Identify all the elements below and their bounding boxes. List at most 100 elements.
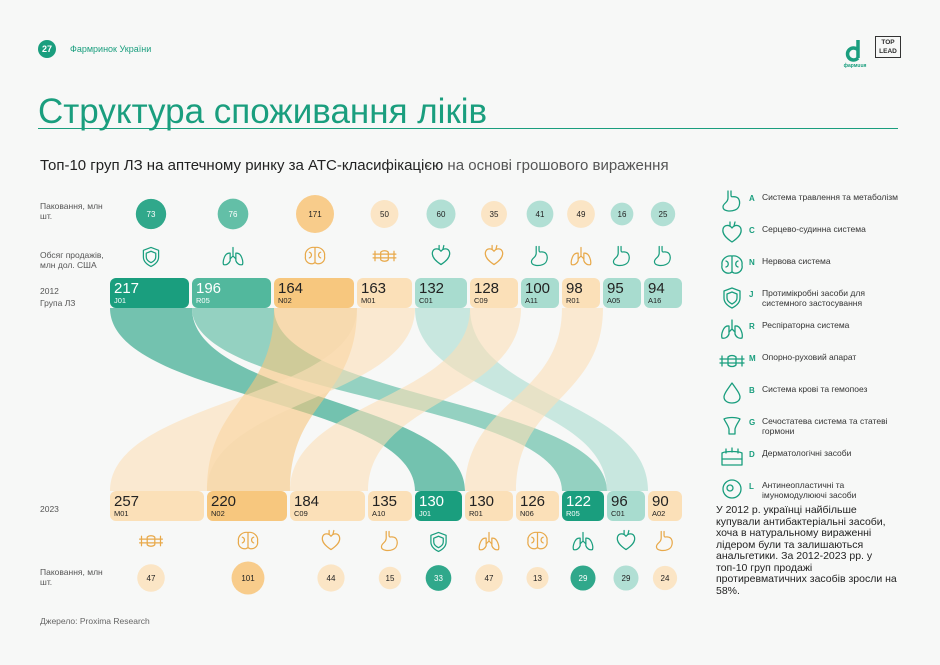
sales-value: 132	[419, 280, 444, 297]
heart-icon	[321, 529, 341, 551]
cell-icon	[722, 479, 742, 499]
brain-icon	[721, 255, 743, 274]
box-bg	[521, 278, 559, 308]
subtitle-rest: на основі грошового вираження	[443, 157, 669, 174]
partner-logo: TOP LEAD	[875, 36, 901, 58]
sales-value: 126	[520, 493, 545, 510]
y2023-packs-value: 13	[533, 574, 542, 583]
box-bg	[603, 278, 641, 308]
y2012-packs-value: 35	[490, 210, 499, 219]
legend-text: Антинеопластичні та імуномодулюючі засоб…	[762, 480, 857, 500]
y2023-packs-value: 29	[579, 574, 588, 583]
page-title: Структура споживання ліків	[38, 92, 488, 131]
box-bg	[470, 278, 518, 308]
box-bg	[207, 491, 287, 521]
y2023-packs-value: 33	[434, 574, 443, 583]
sales-value: 94	[648, 280, 665, 297]
y2012-packs-bubble	[135, 198, 167, 230]
brand-name: фармuuя	[843, 63, 867, 69]
flow-ribbons	[110, 308, 648, 491]
label-sales: Обсяг продажів, млн дол. США	[40, 250, 104, 270]
legend-text: Опорно-руховий апарат	[762, 352, 857, 362]
y2023-packs-bubble	[652, 565, 678, 591]
y2023-packs-bubble	[475, 564, 503, 592]
legend-item-B: B Система крові та гемопоез	[718, 379, 908, 409]
sales-value: 130	[469, 493, 494, 510]
legend-item-A: A Система травлення та метаболізм	[718, 187, 908, 217]
subtitle-bold: Топ-10 груп ЛЗ на аптечному ринку за АТС…	[40, 157, 444, 174]
box-bg	[562, 491, 604, 521]
y2012-packs-value: 171	[308, 210, 322, 219]
label-year-2023: 2023	[40, 504, 59, 514]
y2012-packs-value: 76	[229, 210, 238, 219]
lungs-icon	[570, 246, 592, 266]
y2023-packs-bubble	[378, 566, 402, 590]
group-code: A10	[372, 509, 385, 518]
lungs-icon	[721, 319, 743, 339]
y2012-packs-bubble	[567, 200, 595, 228]
bone-icon	[138, 535, 164, 547]
heart-icon	[484, 244, 504, 266]
shield-icon	[723, 287, 741, 309]
y2012-packs-bubble	[426, 199, 456, 229]
label-year-2012: 2012	[40, 286, 59, 296]
legend-code: N	[749, 258, 755, 267]
legend-code: B	[749, 386, 755, 395]
y2023-packs-bubble	[317, 564, 345, 592]
y2023-packs-value: 47	[485, 574, 494, 583]
box-bg	[192, 278, 271, 308]
shield-icon	[142, 246, 160, 268]
brain-icon	[237, 531, 259, 550]
note-text: У 2012 р. українці найбільше купували ан…	[716, 504, 897, 597]
y2023-packs-value: 24	[661, 574, 670, 583]
y2012-packs-value: 73	[147, 210, 156, 219]
skin-icon	[721, 447, 743, 466]
group-code: N06	[520, 509, 534, 518]
legend-text: Протимікробні засоби для системного заст…	[762, 288, 865, 308]
legend-text: Дерматологічні засоби	[762, 448, 852, 458]
sales-value: 128	[474, 280, 499, 297]
box-bg	[368, 491, 412, 521]
group-code: R05	[566, 509, 580, 518]
legend-item-R: R Респіраторна система	[718, 315, 908, 345]
sales-value: 184	[294, 493, 319, 510]
legend-text: Сечостатева система та статеві гормони	[762, 416, 888, 436]
y2023-packs-bubble	[137, 564, 165, 592]
y2023-packs-bubble	[425, 565, 452, 591]
group-code: M01	[114, 509, 129, 518]
legend-code: J	[749, 290, 754, 299]
legend-item-L: L Антинеопластичні та імуномодулюючі засо…	[718, 475, 908, 505]
box-bg	[607, 491, 645, 521]
sales-value: 220	[211, 493, 236, 510]
y2012-packs-bubble	[370, 200, 399, 228]
y2012-packs-bubble	[526, 200, 554, 228]
legend-item-D: D Дерматологічні засоби	[718, 443, 908, 473]
y2012-packs-value: 41	[536, 210, 545, 219]
group-code: C09	[474, 296, 488, 305]
legend-item-G: G Сечостатева система та статеві гормони	[718, 411, 908, 441]
group-code: N02	[211, 509, 225, 518]
y2012-packs-bubble	[217, 198, 249, 230]
sales-value: 163	[361, 280, 386, 297]
legend-code: D	[749, 450, 755, 459]
stomach-icon	[722, 190, 741, 212]
y2023-packs-bubble	[613, 565, 639, 591]
stomach-icon	[653, 245, 671, 267]
y2023-packs-value: 47	[147, 574, 156, 583]
group-code: J01	[419, 509, 431, 518]
legend-text: Система травлення та метаболізм	[762, 192, 898, 202]
group-code: R01	[566, 296, 580, 305]
